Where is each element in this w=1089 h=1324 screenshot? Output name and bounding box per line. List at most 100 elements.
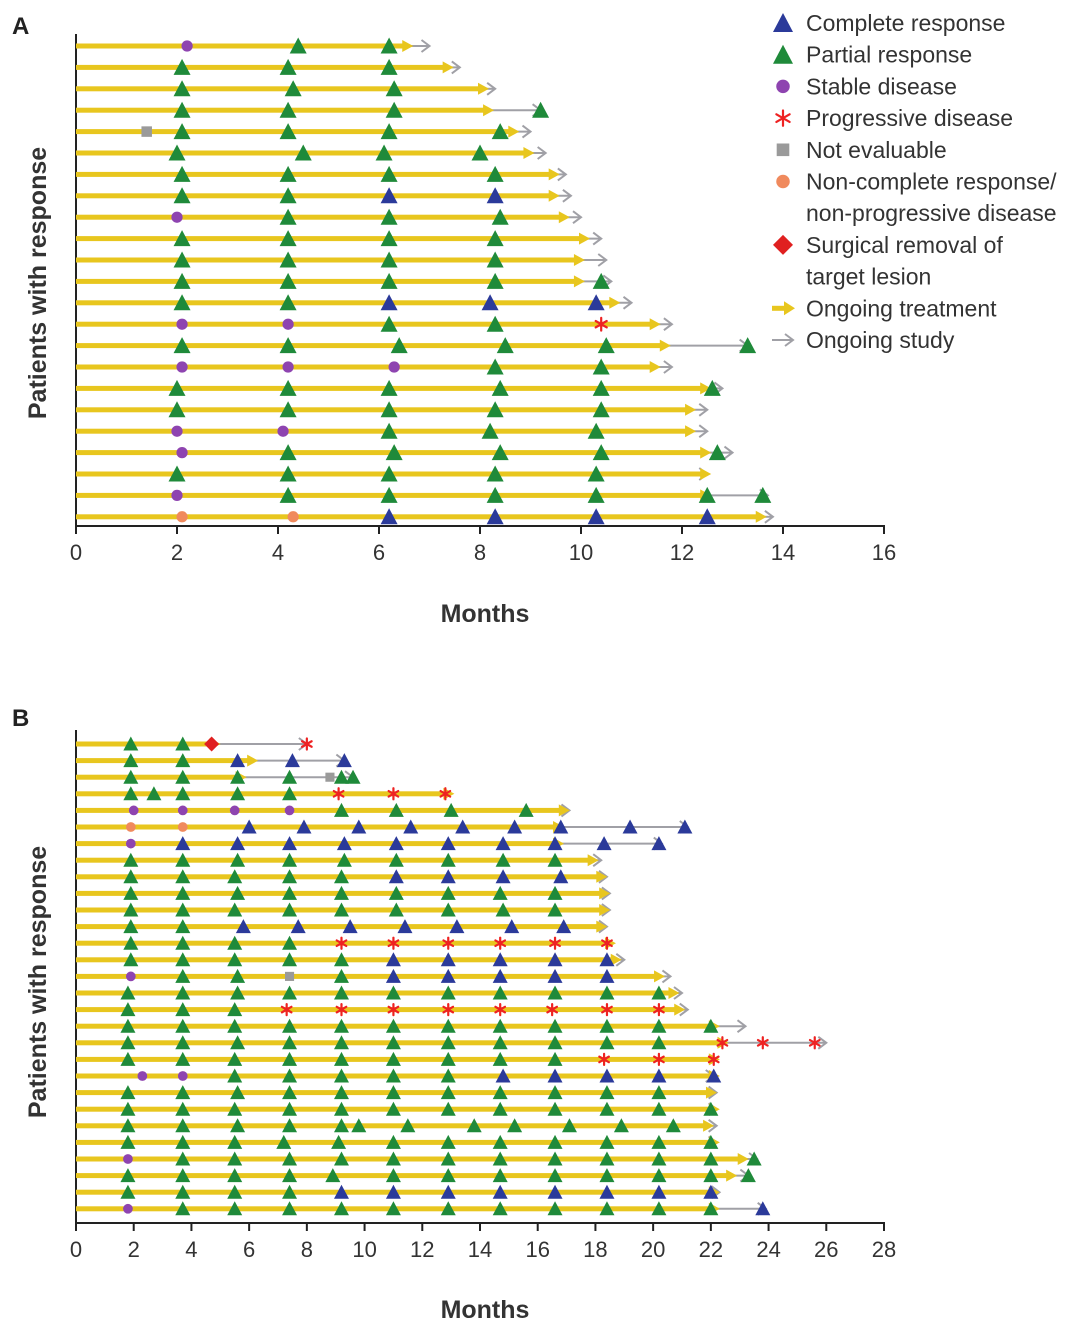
complete-marker — [599, 968, 615, 983]
ongoing-study-arrow — [698, 402, 709, 417]
ongoing-study-arrow — [663, 360, 674, 374]
partial-marker — [492, 985, 508, 1000]
treatment-bar — [76, 1156, 740, 1162]
partial-marker — [279, 379, 297, 396]
partial-marker — [120, 1168, 136, 1183]
panel-a-x-tick-label: 4 — [272, 540, 284, 565]
partial-marker — [173, 294, 191, 311]
partial-marker — [333, 802, 349, 817]
treatment-arrow — [737, 1153, 749, 1165]
partial-marker — [708, 444, 726, 461]
progressive-marker — [300, 737, 313, 751]
partial-marker — [491, 208, 509, 225]
complete-marker — [440, 952, 456, 967]
partial-marker — [284, 80, 302, 97]
treatment-bar — [76, 1040, 720, 1046]
panel-b-patient-row — [76, 1002, 690, 1017]
legend-item-study: Ongoing study — [772, 327, 955, 353]
panel-b-patient-row — [76, 1134, 720, 1150]
stable-marker — [171, 489, 183, 502]
noncr_nonpd-marker — [125, 822, 136, 832]
partial-marker — [380, 123, 398, 140]
partial-marker — [227, 1002, 243, 1017]
partial-marker — [230, 1035, 246, 1050]
partial-marker — [481, 422, 499, 439]
partial-marker — [599, 985, 615, 1000]
partial-marker — [665, 1118, 681, 1133]
partial-marker — [333, 1068, 349, 1083]
complete-marker — [385, 1184, 401, 1199]
panel-a-x-tick-label: 14 — [771, 540, 795, 565]
treatment-arrow — [587, 854, 599, 867]
partial-marker — [282, 1051, 298, 1066]
partial-marker — [388, 802, 404, 817]
treatment-arrow — [659, 339, 671, 352]
complete-marker — [175, 836, 191, 851]
partial-marker — [547, 1101, 563, 1116]
treatment-arrow — [755, 510, 767, 523]
treatment-arrow — [548, 168, 560, 181]
partial-marker — [276, 1134, 292, 1149]
partial-marker — [492, 1168, 508, 1183]
treatment-arrow — [558, 211, 570, 224]
ongoing-study-arrow — [708, 1119, 719, 1133]
stable-marker — [125, 838, 136, 849]
partial-marker — [385, 80, 403, 97]
complete-marker — [495, 869, 511, 884]
complete-marker — [342, 919, 358, 934]
partial-marker — [703, 379, 721, 396]
partial-marker — [230, 985, 246, 1000]
partial-marker — [495, 852, 511, 867]
partial-marker — [227, 1134, 243, 1149]
complete-marker — [336, 836, 352, 851]
partial-marker — [599, 1018, 615, 1033]
partial-marker — [380, 208, 398, 225]
partial-marker — [175, 869, 191, 884]
treatment-bar — [76, 990, 671, 996]
complete-marker — [507, 819, 523, 834]
complete-marker — [385, 952, 401, 967]
partial-marker — [230, 1118, 246, 1133]
partial-marker — [227, 1018, 243, 1033]
panel-b-patient-row — [76, 985, 684, 1000]
complete-marker — [556, 919, 572, 934]
partial-marker — [279, 101, 297, 118]
partial-marker — [282, 1101, 298, 1116]
complete-marker — [495, 1068, 511, 1083]
partial-marker — [227, 1068, 243, 1083]
complete-marker — [599, 1184, 615, 1199]
partial-marker — [227, 1168, 243, 1183]
panel-b-patient-row — [76, 1201, 771, 1216]
partial-marker — [385, 1134, 401, 1149]
progressive-marker — [332, 787, 345, 801]
partial-marker — [333, 968, 349, 983]
treatment-arrow — [700, 382, 712, 395]
partial-marker — [175, 1085, 191, 1100]
partial-marker — [333, 1151, 349, 1166]
partial-marker — [547, 1035, 563, 1050]
panel-a-x-tick-label: 2 — [171, 540, 183, 565]
partial-marker — [651, 1018, 667, 1033]
panel-b-x-tick-label: 6 — [243, 1237, 255, 1262]
panel-b-patient-row — [76, 968, 673, 984]
partial-marker — [440, 902, 456, 917]
panel-b-x-tick-label: 0 — [70, 1237, 82, 1262]
partial-marker — [175, 952, 191, 967]
treatment-bar — [76, 214, 561, 220]
progressive-marker — [439, 787, 452, 801]
panel-a-x-tick-label: 6 — [373, 540, 385, 565]
partial-marker — [486, 486, 504, 503]
partial-marker — [703, 1018, 719, 1033]
treatment-bar — [76, 973, 657, 979]
partial-marker — [120, 1118, 136, 1133]
panel-a-plot: 0 2 4 6 8 10 12 14 16 — [70, 34, 896, 565]
panel-b-patient-row — [76, 1151, 762, 1166]
ongoing-study-arrow — [615, 952, 626, 967]
panel-a-patient-row — [76, 251, 608, 268]
legend-label: Ongoing study — [806, 327, 955, 353]
partial-marker — [592, 379, 610, 396]
legend-label: target lesion — [806, 263, 931, 289]
partial-marker — [491, 379, 509, 396]
ongoing-study-arrow — [451, 60, 462, 75]
